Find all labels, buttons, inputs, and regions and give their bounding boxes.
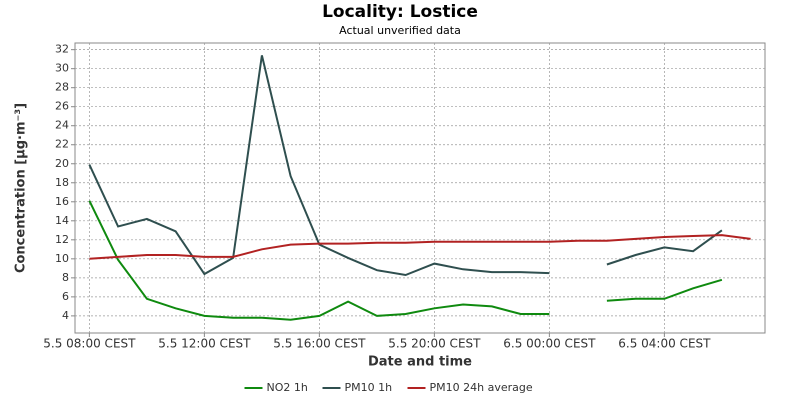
series-line xyxy=(88,200,723,321)
y-tick-label: 8 xyxy=(62,271,69,284)
legend-label: PM10 1h xyxy=(345,381,393,394)
x-tick-label: 5.5 20:00 CEST xyxy=(388,337,481,351)
y-tick-label: 30 xyxy=(55,62,69,75)
chart-title: Locality: Lostice xyxy=(322,2,478,22)
y-tick-label: 12 xyxy=(55,233,69,246)
y-tick-label: 4 xyxy=(62,309,69,322)
y-tick-label: 32 xyxy=(55,43,69,56)
y-tick-label: 24 xyxy=(55,119,69,132)
y-tick-label: 10 xyxy=(55,252,69,265)
y-axis-label: Concentration [µg·m⁻³] xyxy=(14,103,29,273)
x-tick-label: 5.5 16:00 CEST xyxy=(273,337,366,351)
y-tick-label: 26 xyxy=(55,100,69,113)
legend-label: PM10 24h average xyxy=(430,381,533,394)
x-tick-label: 6.5 00:00 CEST xyxy=(503,337,596,351)
y-tick-label: 28 xyxy=(55,81,69,94)
y-tick-label: 16 xyxy=(55,195,69,208)
x-tick-label: 5.5 12:00 CEST xyxy=(158,337,251,351)
x-tick-label: 5.5 08:00 CEST xyxy=(43,337,136,351)
legend-label: NO2 1h xyxy=(267,381,308,394)
y-tick-label: 6 xyxy=(62,290,69,303)
y-tick-label: 14 xyxy=(55,214,69,227)
y-tick-label: 22 xyxy=(55,138,69,151)
y-tick-label: 18 xyxy=(55,176,69,189)
chart-subtitle: Actual unverified data xyxy=(339,24,461,37)
y-tick-label: 20 xyxy=(55,157,69,170)
x-axis-label: Date and time xyxy=(368,355,472,370)
x-tick-label: 6.5 04:00 CEST xyxy=(618,337,711,351)
series-line xyxy=(89,234,751,260)
plot-area xyxy=(74,42,766,334)
